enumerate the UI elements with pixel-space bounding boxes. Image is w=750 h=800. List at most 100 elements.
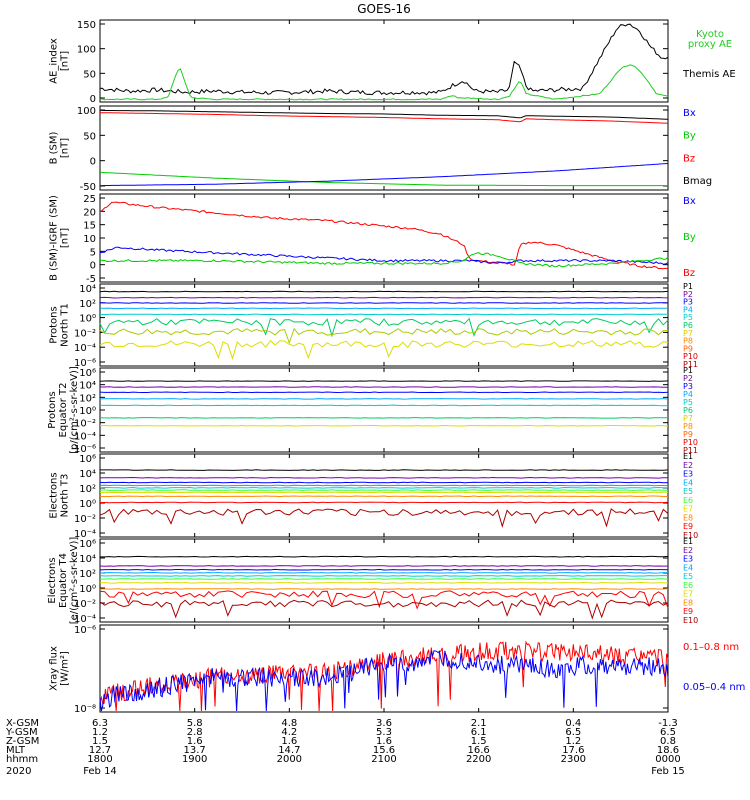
series-line-e2 [99,565,669,567]
series-line-e3 [99,481,669,484]
series-line-0-05-0-4-nm [99,650,669,712]
series-line-e4 [99,571,668,574]
x-axis-row-label: hhmm [6,754,38,765]
x-axis-value: 1.2 [565,736,581,747]
legend-entry: Bx [683,108,696,119]
panel-4: 10⁴ 10² 10⁰ 10⁻² 10⁻⁴ 10⁻⁶ Protons North T1 P1P2… [49,282,699,369]
y-tick-label: 10⁰ [79,314,96,325]
y-axis-label: B (SM) [49,131,60,164]
y-axis-label: [nT] [60,138,71,158]
legend-entry: By [683,131,696,142]
panel-frame [99,193,669,283]
y-tick-label: 10⁻⁴ [74,529,96,540]
y-axis-label: [W/m²] [60,651,71,686]
x-axis-value: 5.3 [376,727,392,738]
legend-entry: P11 [683,446,698,455]
legend-entry: E1 [683,537,693,546]
legend-entry: P1 [683,366,693,375]
x-axis-value: 1.5 [92,736,108,747]
legend-entry: P4 [683,305,693,314]
series-line-p7 [99,424,669,427]
x-axis-row-label: Y-GSM [5,727,38,738]
x-axis-value: 0.8 [660,736,676,747]
legend-entry: E5 [683,572,693,581]
y-axis-label: [p/(cm²-s-sr-keV)] [69,366,80,454]
series-line-e4 [99,484,669,487]
series-line-kyoto-proxy-ae [99,64,669,101]
legend-entry: E10 [683,531,698,540]
legend-entry: P4 [683,390,693,399]
x-axis-value: 1.6 [376,736,392,747]
x-axis-value: 1900 [182,754,207,765]
y-tick-label: 10⁻⁸ [74,704,96,715]
x-axis-value: 5.8 [187,718,203,729]
x-axis-value: 2300 [561,754,586,765]
y-tick-label: 5 [90,247,96,258]
legend-entry: E8 [683,513,693,522]
x-axis-value: 6.1 [471,727,487,738]
panel-frame [99,538,669,623]
panel-2: 100 50 0 -50 B (SM) [nT] Bx By Bz Bmag [49,105,712,193]
x-axis-value: 16.6 [468,745,490,756]
x-axis-table: X-GSM 6.3 5.8 4.8 3.6 2.1 0.4 -1.3 Y-GSM 1.2 2.8 4.… [5,718,685,777]
y-axis-label: [nT] [60,228,71,248]
legend-entry: P6 [683,321,693,330]
legend-entry: proxy AE [688,39,732,50]
series-line-e9 [99,590,669,610]
y-tick-label: 100 [77,45,96,56]
legend-entry: P10 [683,438,698,447]
x-axis-value: 6.5 [660,727,676,738]
series-line-e1 [100,469,669,471]
x-axis-value: 1.5 [471,736,487,747]
x-axis-value: 14.7 [278,745,300,756]
y-axis-label: Equator T2 [58,383,69,438]
x-axis-value: 3.6 [376,718,392,729]
x-axis-row-label: X-GSM [6,718,39,729]
y-tick-label: 20 [83,207,96,218]
series-line-e10 [99,599,669,620]
y-axis-label: AE_index [49,38,60,84]
legend-entry: Bmag [683,176,712,187]
y-tick-label: 10⁻⁴ [74,343,96,354]
y-tick-label: 25 [83,194,96,205]
legend-entry: By [683,232,696,243]
series-line-by [99,171,668,187]
x-axis-value: 2200 [466,754,491,765]
series-line-p4 [99,398,669,400]
y-tick-label: 0 [90,261,96,272]
y-tick-label: 10⁻⁶ [74,625,96,636]
y-tick-label: 10⁰ [79,499,96,510]
y-tick-label: 10⁶ [79,368,96,379]
y-tick-label: 10⁴ [79,469,96,480]
series-line-by [99,252,669,268]
legend-entry: 0.05–0.4 nm [683,682,745,693]
y-tick-label: 150 [77,20,96,31]
y-axis-label: Equator T4 [58,553,69,608]
legend-entry: E10 [683,616,698,625]
y-tick-label: 10⁶ [79,454,96,465]
series-line-e10 [99,508,669,528]
legend-entry: E7 [683,505,693,514]
x-axis-year: 2020 [6,766,31,777]
series-line-e8 [99,588,669,590]
series-group [99,23,669,101]
panel-frame [99,624,669,713]
series-line-p3 [99,391,669,394]
x-axis-value: 0.4 [565,718,581,729]
x-axis-value: 6.3 [92,718,108,729]
y-tick-label: 10² [79,393,96,404]
x-axis-value: 1.6 [187,736,203,747]
y-axis-label: [e/(cm²-s-sr-keV)] [69,537,80,625]
legend-entry: P7 [683,329,693,338]
x-axis-value: 2.8 [187,727,203,738]
series-line-e6 [99,489,669,491]
legend-entry: E2 [683,461,693,470]
y-tick-label: 10⁰ [79,406,96,417]
x-axis-value: 13.7 [184,745,206,756]
series-line-bmag [100,109,669,120]
legend-entry: E1 [683,452,693,461]
x-axis-value: 2100 [371,754,396,765]
y-tick-label: 10⁰ [79,584,96,595]
